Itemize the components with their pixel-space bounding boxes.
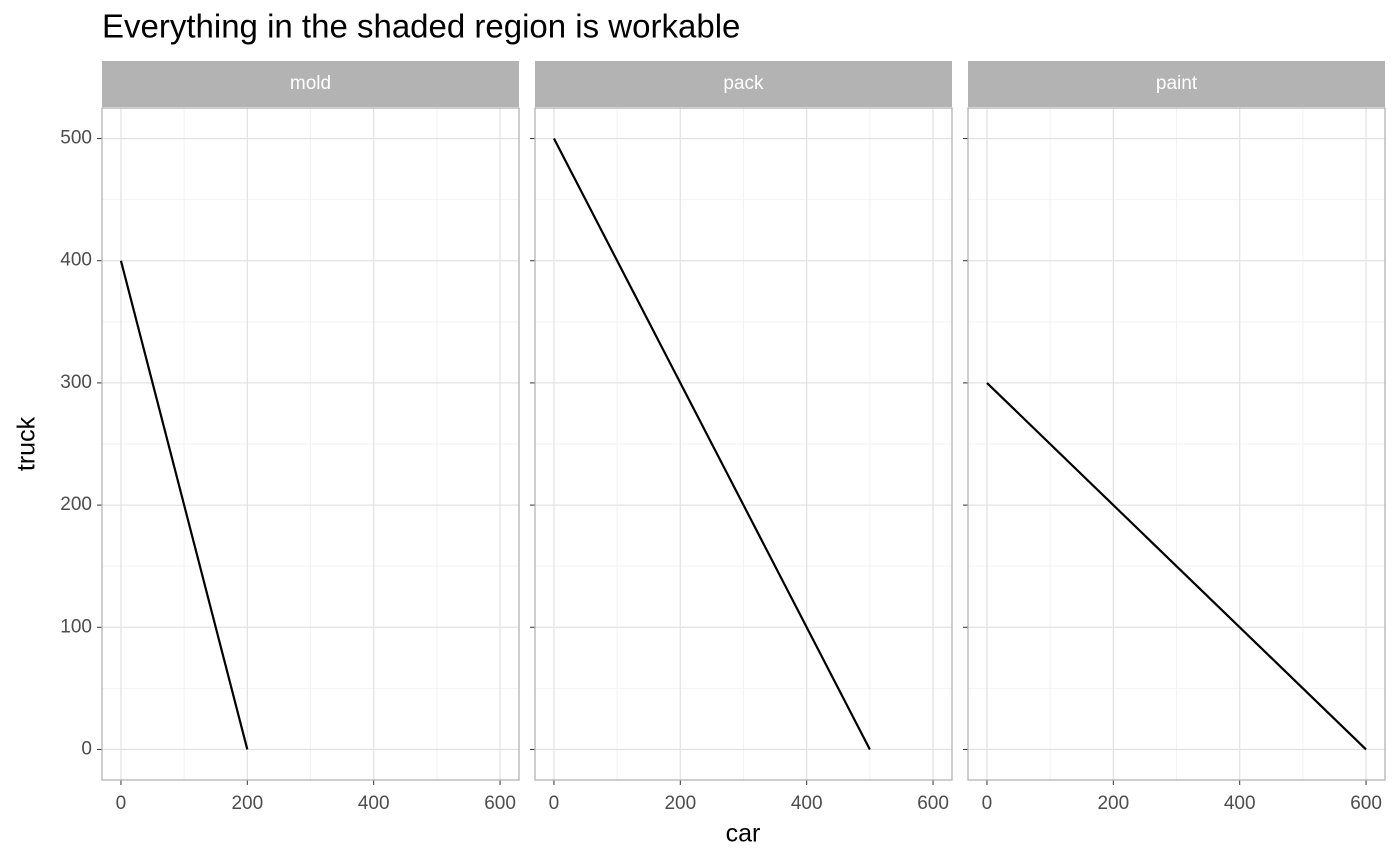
x-tick-label: 600	[917, 793, 949, 814]
x-tick-label: 400	[358, 793, 390, 814]
x-tick-label: 0	[116, 793, 127, 814]
x-tick-label: 600	[484, 793, 516, 814]
panel-border	[534, 107, 953, 781]
strip	[968, 61, 1385, 107]
x-tick-label: 200	[664, 793, 696, 814]
x-tick-label: 0	[549, 793, 560, 814]
strip-label: paint	[1156, 73, 1198, 94]
y-tick-label: 0	[81, 738, 92, 759]
strip	[102, 61, 519, 107]
y-tick-label: 300	[60, 372, 92, 393]
x-tick-label: 0	[982, 793, 993, 814]
x-tick-label: 400	[1224, 793, 1256, 814]
chart-title: Everything in the shaded region is worka…	[102, 8, 740, 45]
x-tick-label: 600	[1350, 793, 1382, 814]
line	[552, 138, 871, 750]
x-tick-label: 200	[1097, 793, 1129, 814]
y-axis-label: truck	[13, 416, 41, 471]
x-axis-label: car	[726, 820, 761, 848]
strip-label: pack	[723, 73, 764, 94]
y-tick-label: 400	[60, 250, 92, 271]
y-tick-label: 500	[60, 128, 92, 149]
y-tick-label: 200	[60, 494, 92, 515]
strip-label: mold	[290, 73, 331, 94]
line	[119, 260, 249, 750]
x-tick-label: 400	[791, 793, 823, 814]
panel-border	[967, 107, 1386, 781]
x-tick-label: 200	[231, 793, 263, 814]
strip	[535, 61, 952, 107]
panel-border	[101, 107, 520, 781]
line	[986, 382, 1367, 751]
y-tick-label: 100	[60, 616, 92, 637]
